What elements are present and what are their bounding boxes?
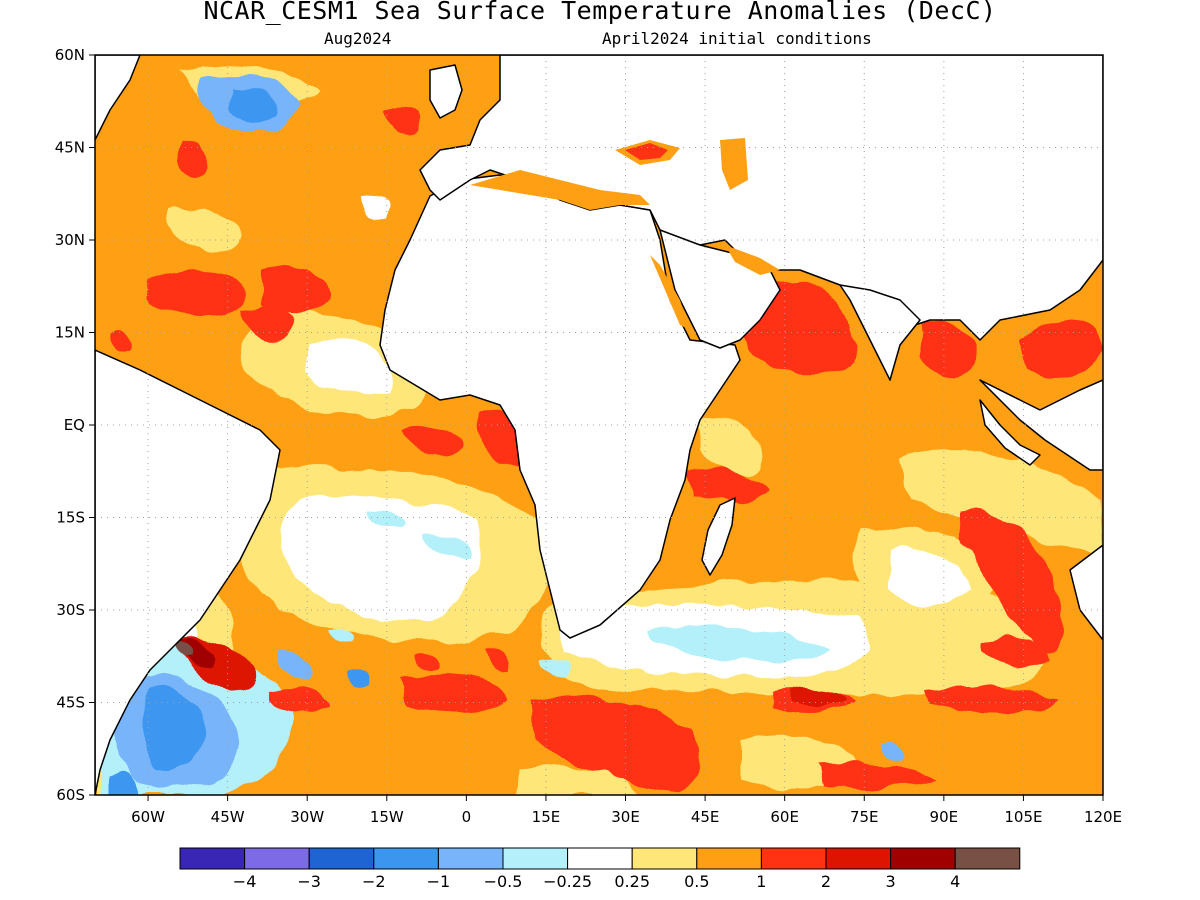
colorbar-swatch [825, 847, 892, 870]
colorbar-swatch [567, 847, 633, 870]
colorbar-swatch [373, 847, 439, 870]
colorbar-swatch [631, 847, 698, 870]
sumatra-landmass [979, 399, 1041, 466]
lon-tick-label: 30E [611, 808, 640, 826]
colorbar-label: −3 [297, 872, 321, 891]
colorbar-label: 1 [756, 872, 766, 891]
colorbar-label: 4 [950, 872, 960, 891]
lat-tick-label: 60S [56, 786, 85, 804]
initial-conditions-label: April2024 initial conditions [602, 29, 872, 48]
lat-tick-label: EQ [64, 416, 85, 434]
lat-tick-label: 45N [55, 139, 85, 157]
lat-tick-label: 15S [56, 509, 85, 527]
lat-tick-label: 30N [55, 231, 85, 249]
colorbar-label: −4 [233, 872, 257, 891]
colorbar: −4 −3 −2 −1 −0.5 −0.25 0.25 0.5 1 2 3 4 [179, 847, 1021, 891]
land-masses [95, 55, 1103, 795]
lon-tick-label: 0 [462, 808, 472, 826]
australia-landmass [1069, 544, 1103, 641]
colorbar-swatch [696, 847, 762, 870]
graticule [95, 55, 1103, 795]
lat-tick-label: 30S [56, 601, 85, 619]
lon-tick-label: 90E [930, 808, 959, 826]
south-america-landmass [95, 349, 281, 795]
lon-tick-label: 45W [211, 808, 245, 826]
lat-tick-label: 15N [55, 324, 85, 342]
inland-seas [470, 138, 780, 330]
colorbar-swatch [244, 847, 310, 870]
lat-tick-label: 60N [55, 46, 85, 64]
lon-tick-label: 75E [850, 808, 879, 826]
lon-tick-label: 120E [1084, 808, 1122, 826]
lon-tick-label: 45E [691, 808, 720, 826]
colorbar-label: 2 [821, 872, 831, 891]
india-landmass [839, 284, 921, 381]
colorbar-label: 3 [886, 872, 896, 891]
colorbar-label: −0.25 [543, 872, 592, 891]
colorbar-label: −1 [427, 872, 451, 891]
map-title: NCAR_CESM1 Sea Surface Temperature Anoma… [203, 0, 997, 25]
north-america-landmass [95, 55, 141, 141]
madagascar-landmass [701, 497, 736, 576]
colorbar-swatch [890, 847, 956, 870]
colorbar-swatch [308, 847, 375, 870]
forecast-month: Aug2024 [324, 29, 392, 48]
colorbar-label: 0.5 [684, 872, 709, 891]
southeast-asia-landmass [979, 379, 1103, 471]
lon-tick-label: 105E [1004, 808, 1042, 826]
map-axes: 60N 45N 30N 15N EQ 15S 30S 45S 60S 60W 45W 30W 15W 0 1… [55, 46, 1122, 826]
colorbar-swatch [437, 847, 504, 870]
lon-tick-label: 15W [370, 808, 404, 826]
colorbar-label: −0.5 [484, 872, 523, 891]
colorbar-swatch [760, 847, 827, 870]
lon-tick-label: 60W [131, 808, 165, 826]
lon-tick-label: 15E [532, 808, 561, 826]
colorbar-swatch [502, 847, 569, 870]
lon-tick-label: 60E [770, 808, 799, 826]
colorbar-swatch [179, 847, 246, 870]
colorbar-label: −2 [362, 872, 386, 891]
britain-landmass [429, 64, 463, 119]
lon-tick-label: 30W [290, 808, 324, 826]
lat-tick-label: 45S [56, 694, 85, 712]
colorbar-label: 0.25 [614, 872, 650, 891]
colorbar-swatch [954, 847, 1021, 870]
